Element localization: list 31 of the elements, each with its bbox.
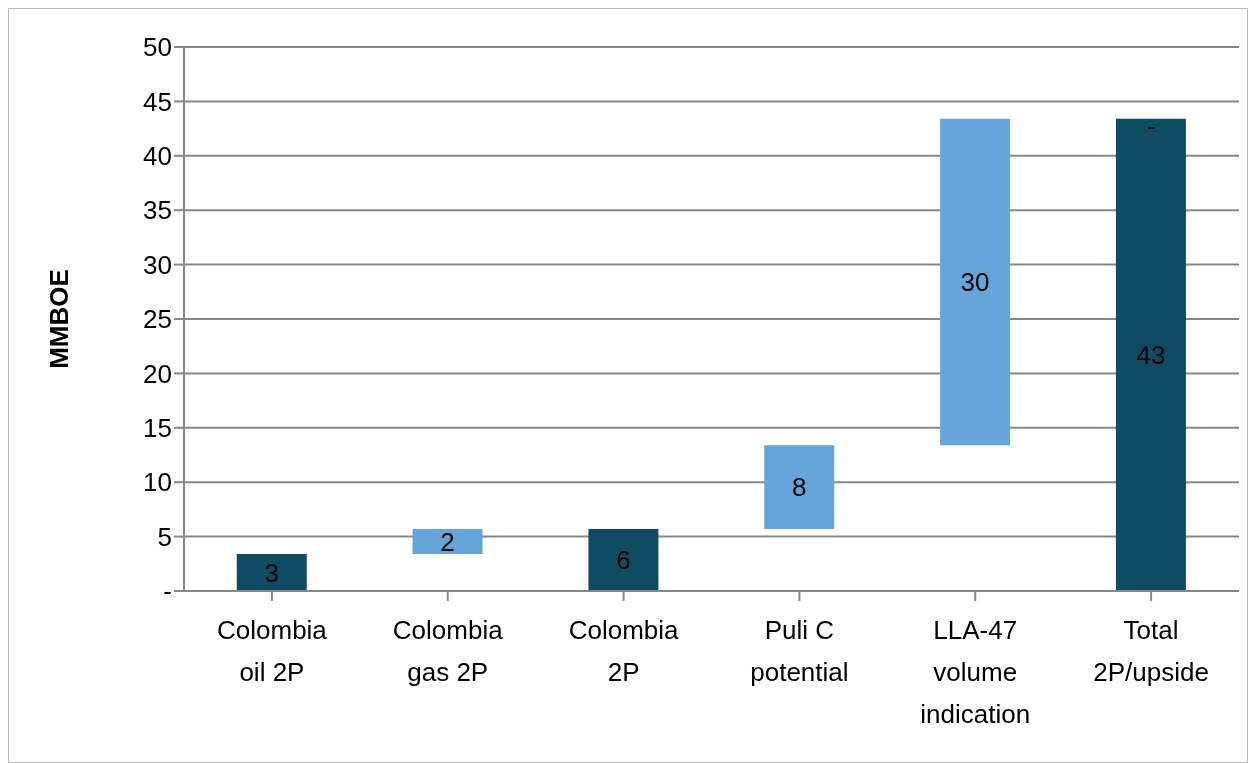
y-tick-label: - (163, 576, 172, 607)
x-tick-label: Total 2P/upside (1093, 615, 1209, 687)
y-tick-label: 15 (143, 413, 172, 444)
y-tick-label: 30 (143, 249, 172, 280)
bar (412, 528, 483, 555)
data-label: 8 (792, 472, 807, 503)
x-tick-label: Puli C potential (750, 615, 849, 687)
bar (588, 528, 659, 591)
y-axis-title: MMBOE (44, 269, 75, 369)
y-tick-label: 45 (143, 86, 172, 117)
bar (236, 554, 307, 591)
x-tick-label: Colombia gas 2P (392, 615, 504, 687)
data-label: 2 (440, 526, 455, 557)
y-tick-label: 20 (143, 358, 172, 389)
y-tick-label: 50 (143, 32, 172, 63)
bar (1115, 118, 1186, 591)
data-label: 3 (264, 557, 279, 588)
data-label: 6 (616, 545, 631, 576)
y-tick-label: 5 (157, 521, 172, 552)
data-label: 30 (960, 267, 990, 298)
bar (940, 118, 1011, 446)
data-label: 43 (1136, 340, 1166, 371)
y-tick-label: 10 (143, 467, 172, 498)
bar (764, 445, 835, 529)
x-tick-label: Colombia 2P (568, 615, 680, 687)
y-tick-label: 35 (143, 195, 172, 226)
x-tick-label: Colombia oil 2P (217, 615, 328, 687)
x-tick-label: LLA-47 volume indication (920, 615, 1031, 729)
y-tick-label: 25 (143, 304, 172, 335)
annotation: - (1146, 111, 1156, 142)
y-tick-label: 40 (143, 141, 172, 172)
